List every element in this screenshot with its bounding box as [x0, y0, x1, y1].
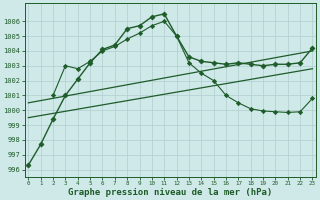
- X-axis label: Graphe pression niveau de la mer (hPa): Graphe pression niveau de la mer (hPa): [68, 188, 273, 197]
